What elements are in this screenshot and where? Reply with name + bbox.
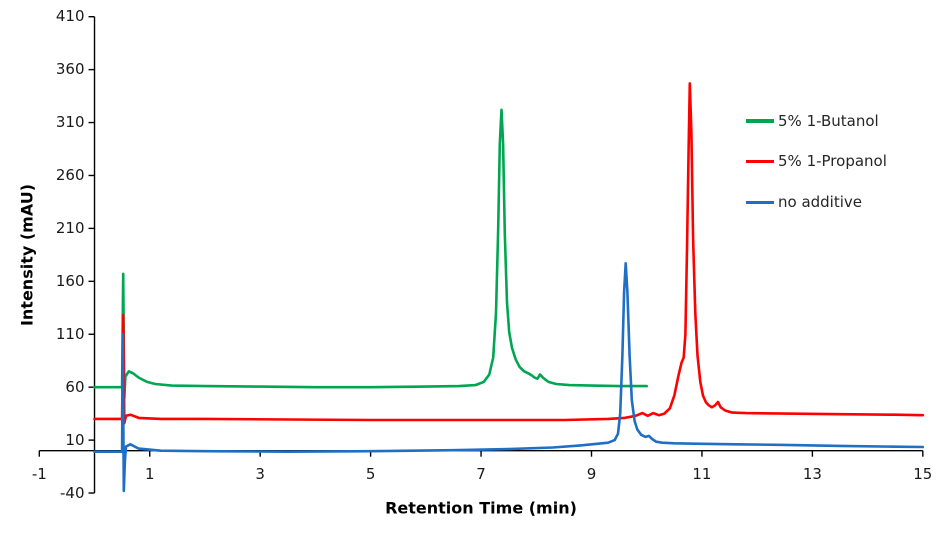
legend-swatch-icon xyxy=(746,119,774,123)
x-tick-label: -1 xyxy=(31,465,47,483)
y-tick-label: 410 xyxy=(55,7,85,26)
y-axis-title: Intensity (mAU) xyxy=(17,183,37,327)
legend-item-5-1-butanol: 5% 1-Butanol xyxy=(746,111,879,131)
x-tick-label: 9 xyxy=(586,465,597,483)
y-tick-label: 210 xyxy=(55,218,85,237)
y-tick-label: 260 xyxy=(55,165,85,184)
x-tick-label: 13 xyxy=(802,465,822,483)
y-tick-label: 310 xyxy=(55,113,85,132)
y-tick-label: 10 xyxy=(65,430,85,449)
x-tick-label: 7 xyxy=(476,465,486,483)
x-tick-label: 3 xyxy=(255,465,265,483)
x-tick-label: 1 xyxy=(144,465,155,483)
series-line-no-additive xyxy=(93,261,925,493)
legend-label: 5% 1-Propanol xyxy=(778,152,887,171)
y-tick-label: 60 xyxy=(65,377,85,396)
series-line-5-1-propanol xyxy=(93,82,925,425)
x-tick-label: 15 xyxy=(913,465,933,483)
legend-item-5-1-propanol: 5% 1-Propanol xyxy=(746,152,887,172)
legend-swatch-icon xyxy=(746,159,774,164)
legend-label: no additive xyxy=(778,192,863,211)
legend-item-no-additive: no additive xyxy=(746,192,862,212)
y-tick-label: 160 xyxy=(55,271,85,290)
x-axis-title: Retention Time (min) xyxy=(385,498,577,518)
y-tick-label: -40 xyxy=(60,483,85,502)
x-tick-label: 11 xyxy=(692,465,712,483)
y-tick-label: 360 xyxy=(55,60,85,79)
y-tick-label: 110 xyxy=(55,324,85,343)
series-line-5-1-butanol xyxy=(93,108,649,400)
legend-label: 5% 1-Butanol xyxy=(778,111,879,130)
x-tick-label: 5 xyxy=(365,465,376,483)
legend-swatch-icon xyxy=(746,200,774,205)
